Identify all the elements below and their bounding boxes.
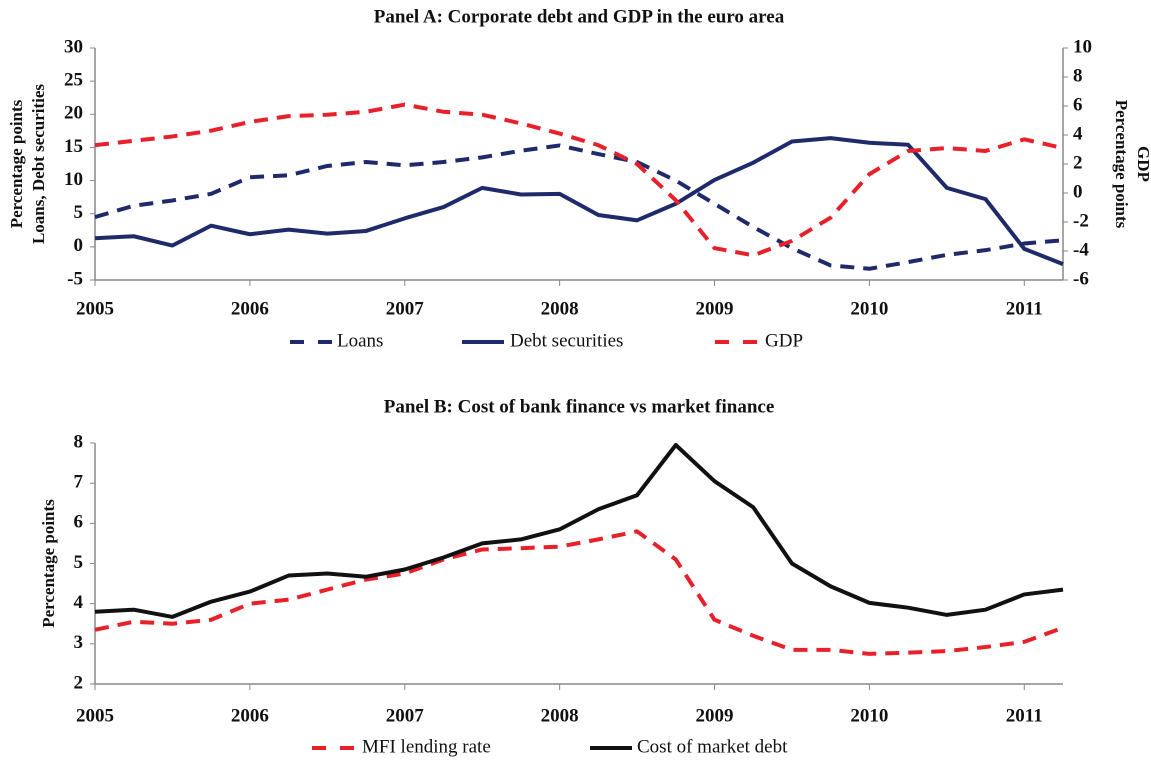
x-tick-label: 2011 bbox=[1006, 705, 1043, 726]
x-tick-label: 2005 bbox=[76, 298, 114, 319]
y-tick-label: 2 bbox=[74, 672, 84, 693]
series-line bbox=[94, 529, 1064, 656]
x-tick-label: 2007 bbox=[386, 705, 425, 726]
x-tick-label: 2008 bbox=[541, 705, 579, 726]
y2-tick-label: 4 bbox=[1073, 123, 1083, 144]
series-line bbox=[94, 102, 1064, 258]
x-tick-label: 2008 bbox=[541, 298, 579, 319]
legend-label: Debt securities bbox=[510, 330, 623, 351]
y-tick-label: 10 bbox=[64, 169, 83, 190]
series-line bbox=[94, 143, 1064, 271]
series-line bbox=[94, 443, 1064, 619]
y2-tick-label: -2 bbox=[1073, 210, 1089, 231]
y-tick-label: 6 bbox=[74, 512, 84, 533]
y-tick-label: 8 bbox=[74, 431, 84, 452]
x-tick-label: 2007 bbox=[386, 298, 425, 319]
x-tick-label: 2010 bbox=[850, 298, 888, 319]
y-tick-label: 15 bbox=[64, 136, 83, 157]
y2-tick-label: 8 bbox=[1073, 65, 1083, 86]
y-axis-label: Percentage points bbox=[39, 499, 58, 628]
y2-tick-label: 10 bbox=[1073, 36, 1092, 57]
y-tick-label: 25 bbox=[64, 70, 83, 91]
y2-axis-label: Percentage points bbox=[1112, 100, 1131, 229]
chart-title: Panel A: Corporate debt and GDP in the e… bbox=[374, 6, 785, 27]
y-axis-label: Loans, Debt securities bbox=[29, 84, 48, 244]
x-tick-label: 2011 bbox=[1006, 298, 1043, 319]
y2-tick-label: 6 bbox=[1073, 94, 1083, 115]
y-tick-label: -5 bbox=[67, 268, 83, 289]
legend-label: MFI lending rate bbox=[362, 736, 491, 757]
y2-tick-label: -6 bbox=[1073, 268, 1089, 289]
legend-label: Cost of market debt bbox=[637, 736, 788, 757]
y-tick-label: 30 bbox=[64, 36, 83, 57]
y-tick-label: 5 bbox=[74, 552, 84, 573]
y-axis-label: Percentage points bbox=[7, 99, 26, 228]
y-tick-label: 0 bbox=[74, 235, 84, 256]
x-tick-label: 2009 bbox=[696, 705, 734, 726]
x-tick-label: 2006 bbox=[231, 705, 269, 726]
y-tick-label: 5 bbox=[74, 202, 84, 223]
x-tick-label: 2006 bbox=[231, 298, 269, 319]
x-tick-label: 2009 bbox=[696, 298, 734, 319]
y-tick-label: 7 bbox=[74, 472, 84, 493]
y-tick-label: 20 bbox=[64, 103, 83, 124]
y2-tick-label: 2 bbox=[1073, 152, 1083, 173]
y2-tick-label: -4 bbox=[1073, 239, 1089, 260]
legend-label: Loans bbox=[337, 330, 383, 351]
chart-title: Panel B: Cost of bank finance vs market … bbox=[384, 396, 775, 417]
series-line bbox=[94, 136, 1064, 266]
x-tick-label: 2005 bbox=[76, 705, 114, 726]
y2-axis-label: GDP bbox=[1134, 146, 1151, 182]
y2-tick-label: 0 bbox=[1073, 181, 1083, 202]
y-tick-label: 4 bbox=[74, 592, 84, 613]
legend-label: GDP bbox=[765, 330, 803, 351]
x-tick-label: 2010 bbox=[850, 705, 888, 726]
y-tick-label: 3 bbox=[74, 632, 84, 653]
